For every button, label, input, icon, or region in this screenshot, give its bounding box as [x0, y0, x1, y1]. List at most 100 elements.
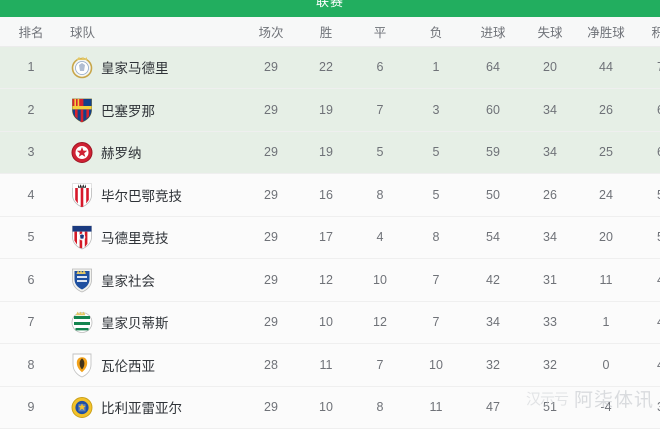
cell-team[interactable]: 皇家社会: [62, 259, 242, 302]
cell-loss: 7: [432, 272, 440, 287]
cell-goal-diff: 0: [602, 357, 610, 372]
standings-table-body: 1皇家马德里292261642044722巴塞罗那291973603426643…: [0, 46, 660, 429]
cell-goals-for: 32: [486, 357, 500, 372]
cell-loss: 10: [429, 357, 443, 372]
cell-goal-diff: -4: [600, 400, 612, 415]
cell-loss: 3: [432, 102, 440, 117]
cell-team[interactable]: 皇家马德里: [62, 46, 242, 89]
cell-goals-for: 50: [486, 187, 500, 202]
cell-team[interactable]: 赫罗纳: [62, 131, 242, 174]
team-entry[interactable]: 比利亚雷亚尔: [62, 394, 242, 420]
cell-win: 19: [319, 102, 333, 117]
cell-goal-diff: 20: [599, 230, 613, 245]
cell-draw: 5: [376, 145, 384, 160]
column-header-points[interactable]: 积分: [634, 17, 660, 47]
cell-goals-against: 34: [543, 230, 557, 245]
column-header-win[interactable]: 胜: [300, 17, 352, 47]
table-row[interactable]: 6 皇家社会 29 12 10 7 42 31 11 46: [0, 258, 660, 302]
team-entry[interactable]: 皇家贝蒂斯: [62, 309, 242, 335]
cell-team[interactable]: 巴塞罗那: [62, 89, 242, 132]
team-entry[interactable]: 瓦伦西亚: [62, 352, 242, 378]
cell-goals-against: 33: [543, 315, 557, 330]
cell-draw: 12: [373, 315, 387, 330]
cell-points: 42: [634, 301, 660, 344]
cell-loss: 11: [429, 400, 443, 415]
cell-points: 46: [634, 259, 660, 302]
cell-win: 10: [319, 315, 333, 330]
cell-goals-for: 47: [486, 400, 500, 415]
column-header-goals-against[interactable]: 失球: [522, 17, 578, 47]
team-name: 皇家马德里: [101, 61, 169, 77]
table-header-row: 排名 球队 场次 胜 平 负 进球 失球 净胜球 积分: [0, 17, 660, 47]
cell-rank: 2: [27, 102, 35, 117]
team-entry[interactable]: 毕尔巴鄂竞技: [62, 182, 242, 208]
team-entry[interactable]: 皇家社会: [62, 267, 242, 293]
cell-team[interactable]: 瓦伦西亚: [62, 344, 242, 387]
table-row[interactable]: 8 瓦伦西亚 28 11 7 10 32 32 0 40: [0, 343, 660, 387]
cell-goal-diff: 26: [599, 102, 613, 117]
team-entry[interactable]: 皇家马德里: [62, 54, 242, 80]
table-row[interactable]: 5 马德里竞技 29 17 4 8 54 34 20 55: [0, 216, 660, 259]
cell-win: 17: [319, 230, 333, 245]
cell-draw: 4: [376, 230, 384, 245]
atletico-madrid-crest-icon: [70, 224, 94, 250]
cell-draw: 7: [376, 102, 384, 117]
table-row[interactable]: 7 皇家贝蒂斯 29 10 12 7 34 33 1 42: [0, 301, 660, 344]
cell-played: 29: [264, 272, 278, 287]
cell-points: 55: [634, 216, 660, 259]
cell-points: 62: [634, 131, 660, 174]
table-row[interactable]: 4 毕尔巴鄂竞技 29 16 8 5 50 26 24 56: [0, 173, 660, 217]
cell-points: 72: [634, 46, 660, 89]
league-title: 联赛: [315, 0, 344, 9]
cell-win: 19: [319, 145, 333, 160]
cell-draw: 8: [376, 400, 384, 415]
table-row[interactable]: 2 巴塞罗那 29 19 7 3 60 34 26 64: [0, 88, 660, 132]
cell-goals-for: 64: [486, 60, 500, 75]
team-name: 皇家贝蒂斯: [101, 316, 169, 332]
team-name: 皇家社会: [101, 273, 155, 289]
cell-goals-against: 34: [543, 102, 557, 117]
column-header-goal-diff[interactable]: 净胜球: [578, 17, 634, 47]
standings-table: 排名 球队 场次 胜 平 负 进球 失球 净胜球 积分 1皇家马德里292261…: [0, 17, 660, 429]
cell-team[interactable]: 马德里竞技: [62, 216, 242, 259]
cell-win: 16: [319, 187, 333, 202]
cell-goal-diff: 24: [599, 187, 613, 202]
cell-goals-against: 34: [543, 145, 557, 160]
cell-goals-against: 20: [543, 60, 557, 75]
cell-rank: 4: [27, 187, 35, 202]
cell-played: 29: [264, 400, 278, 415]
cell-win: 11: [319, 357, 333, 372]
team-name: 毕尔巴鄂竞技: [101, 188, 182, 204]
team-name: 巴塞罗那: [101, 103, 155, 119]
column-header-goals-for[interactable]: 进球: [464, 17, 522, 47]
cell-loss: 5: [432, 187, 440, 202]
team-entry[interactable]: 巴塞罗那: [62, 97, 242, 123]
team-entry[interactable]: 马德里竞技: [62, 224, 242, 250]
column-header-team[interactable]: 球队: [62, 17, 242, 47]
cell-goals-against: 31: [543, 272, 557, 287]
cell-goals-for: 42: [486, 272, 500, 287]
cell-goals-for: 54: [486, 230, 500, 245]
athletic-bilbao-crest-icon: [70, 182, 94, 208]
team-entry[interactable]: 赫罗纳: [62, 139, 242, 165]
cell-team[interactable]: 皇家贝蒂斯: [62, 301, 242, 344]
table-row[interactable]: 9 比利亚雷亚尔 29 10 8 11 47 51 -4 39: [0, 386, 660, 429]
cell-played: 29: [264, 315, 278, 330]
cell-goals-against: 51: [543, 400, 557, 415]
cell-loss: 8: [432, 230, 440, 245]
column-header-draw[interactable]: 平: [352, 17, 408, 47]
cell-points: 40: [634, 344, 660, 387]
column-header-loss[interactable]: 负: [408, 17, 464, 47]
column-header-rank[interactable]: 排名: [0, 17, 62, 47]
column-header-played[interactable]: 场次: [242, 17, 300, 47]
cell-goals-for: 60: [486, 102, 500, 117]
cell-draw: 8: [376, 187, 384, 202]
table-row[interactable]: 1 皇家马德里 29 22 6 1 64 20 44 72: [0, 46, 660, 89]
cell-played: 29: [264, 230, 278, 245]
cell-points: 64: [634, 89, 660, 132]
table-row[interactable]: 3 赫罗纳 29 19 5 5 59 34 25 62: [0, 131, 660, 174]
villarreal-crest-icon: [70, 394, 94, 420]
cell-team[interactable]: 比利亚雷亚尔: [62, 386, 242, 429]
cell-goal-diff: 11: [599, 272, 613, 287]
cell-team[interactable]: 毕尔巴鄂竞技: [62, 174, 242, 217]
